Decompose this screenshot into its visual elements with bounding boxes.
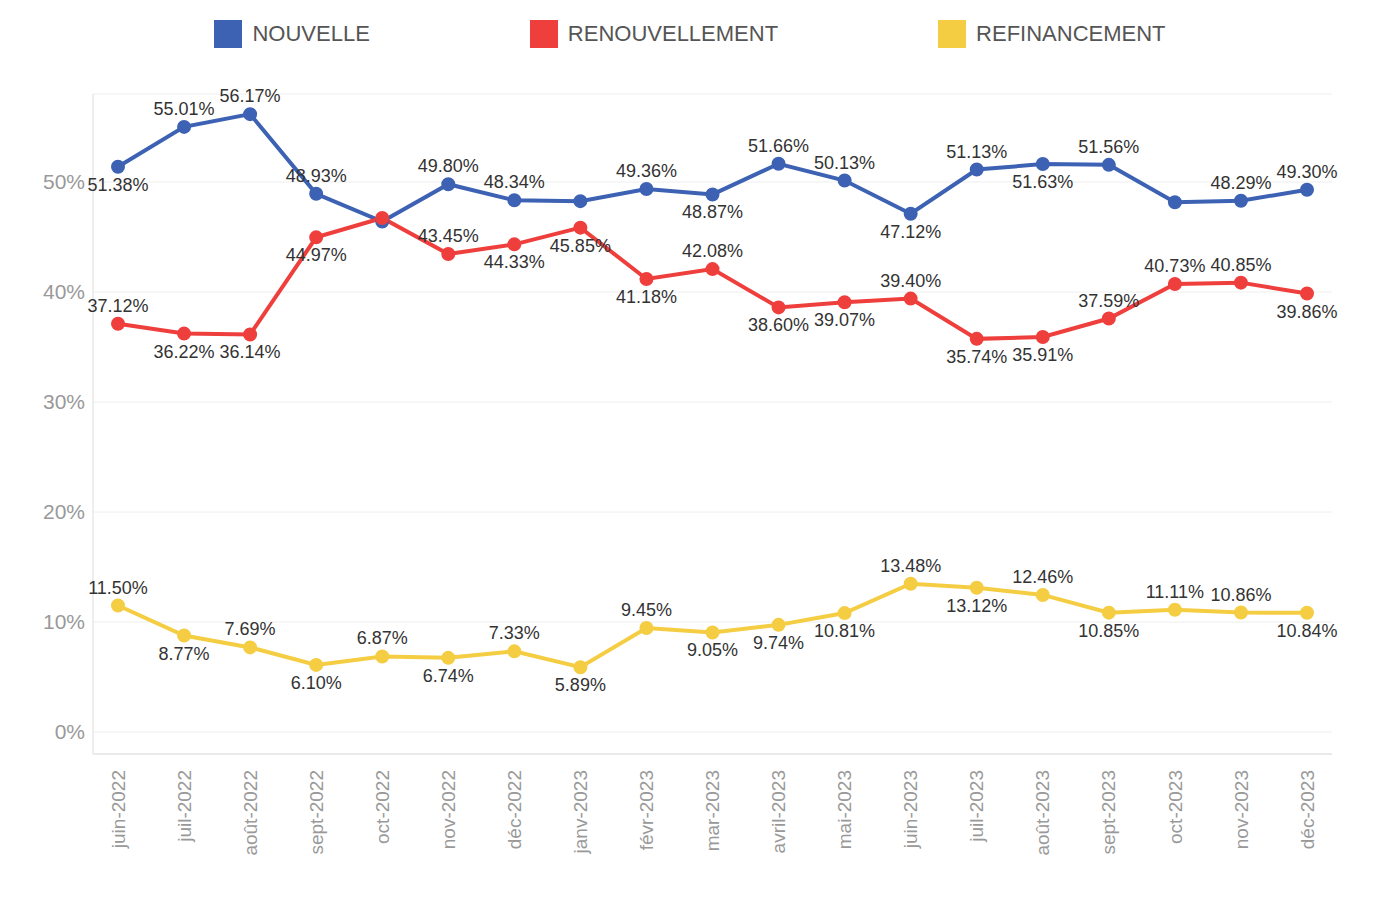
svg-text:40%: 40% bbox=[43, 280, 85, 303]
html-text:REFINANCEMENT: REFINANCEMENT bbox=[976, 21, 1166, 46]
svg-text:oct-2022: oct-2022 bbox=[372, 770, 393, 844]
svg-text:42.08%: 42.08% bbox=[682, 241, 743, 261]
svg-text:35.91%: 35.91% bbox=[1012, 345, 1073, 365]
svg-text:37.59%: 37.59% bbox=[1078, 291, 1139, 311]
svg-text:36.14%: 36.14% bbox=[220, 342, 281, 362]
svg-text:50%: 50% bbox=[43, 170, 85, 193]
svg-text:43.45%: 43.45% bbox=[418, 226, 479, 246]
svg-text:51.13%: 51.13% bbox=[946, 142, 1007, 162]
svg-text:5.89%: 5.89% bbox=[555, 675, 606, 695]
svg-text:49.80%: 49.80% bbox=[418, 156, 479, 176]
svg-text:36.22%: 36.22% bbox=[154, 342, 215, 362]
html-text:NOUVELLE: NOUVELLE bbox=[252, 21, 370, 46]
svg-text:51.66%: 51.66% bbox=[748, 136, 809, 156]
svg-text:38.60%: 38.60% bbox=[748, 315, 809, 335]
svg-text:9.45%: 9.45% bbox=[621, 600, 672, 620]
svg-text:12.46%: 12.46% bbox=[1012, 567, 1073, 587]
svg-text:40.85%: 40.85% bbox=[1210, 255, 1271, 275]
svg-text:49.36%: 49.36% bbox=[616, 161, 677, 181]
svg-text:août-2023: août-2023 bbox=[1032, 770, 1053, 856]
html-text:RENOUVELLEMENT: RENOUVELLEMENT bbox=[567, 21, 779, 46]
svg-text:déc-2022: déc-2022 bbox=[504, 770, 525, 849]
svg-text:10.84%: 10.84% bbox=[1276, 621, 1337, 641]
svg-text:févr-2023: févr-2023 bbox=[636, 770, 657, 850]
svg-text:49.30%: 49.30% bbox=[1276, 162, 1337, 182]
svg-text:7.69%: 7.69% bbox=[225, 619, 276, 639]
svg-text:sept-2022: sept-2022 bbox=[306, 770, 327, 855]
svg-text:45.85%: 45.85% bbox=[550, 236, 611, 256]
svg-text:10.85%: 10.85% bbox=[1078, 621, 1139, 641]
svg-text:39.07%: 39.07% bbox=[814, 310, 875, 330]
svg-text:48.93%: 48.93% bbox=[286, 166, 347, 186]
svg-text:8.77%: 8.77% bbox=[159, 644, 210, 664]
svg-text:41.18%: 41.18% bbox=[616, 287, 677, 307]
svg-text:48.34%: 48.34% bbox=[484, 172, 545, 192]
svg-text:6.10%: 6.10% bbox=[291, 673, 342, 693]
svg-text:mar-2023: mar-2023 bbox=[702, 770, 723, 851]
svg-text:nov-2023: nov-2023 bbox=[1231, 770, 1252, 849]
svg-text:35.74%: 35.74% bbox=[946, 347, 1007, 367]
svg-text:37.12%: 37.12% bbox=[87, 296, 148, 316]
svg-text:13.12%: 13.12% bbox=[946, 596, 1007, 616]
svg-text:9.05%: 9.05% bbox=[687, 640, 738, 660]
svg-text:40.73%: 40.73% bbox=[1144, 256, 1205, 276]
svg-text:9.74%: 9.74% bbox=[753, 633, 804, 653]
svg-text:juil-2022: juil-2022 bbox=[174, 770, 195, 843]
svg-text:juil-2023: juil-2023 bbox=[966, 770, 987, 843]
svg-text:0%: 0% bbox=[55, 720, 85, 743]
svg-text:10%: 10% bbox=[43, 610, 85, 633]
svg-text:50.13%: 50.13% bbox=[814, 153, 875, 173]
svg-text:10.81%: 10.81% bbox=[814, 621, 875, 641]
svg-text:7.33%: 7.33% bbox=[489, 623, 540, 643]
svg-text:47.12%: 47.12% bbox=[880, 222, 941, 242]
svg-text:déc-2023: déc-2023 bbox=[1297, 770, 1318, 849]
svg-text:11.50%: 11.50% bbox=[88, 578, 148, 598]
svg-text:13.48%: 13.48% bbox=[880, 556, 941, 576]
svg-text:30%: 30% bbox=[43, 390, 85, 413]
svg-text:56.17%: 56.17% bbox=[220, 86, 281, 106]
svg-text:51.63%: 51.63% bbox=[1012, 172, 1073, 192]
svg-text:nov-2022: nov-2022 bbox=[438, 770, 459, 849]
svg-text:48.87%: 48.87% bbox=[682, 202, 743, 222]
svg-text:sept-2023: sept-2023 bbox=[1098, 770, 1119, 855]
svg-text:39.40%: 39.40% bbox=[880, 271, 941, 291]
svg-text:6.87%: 6.87% bbox=[357, 628, 408, 648]
svg-text:39.86%: 39.86% bbox=[1276, 302, 1337, 322]
svg-text:juin-2022: juin-2022 bbox=[108, 770, 129, 849]
svg-text:20%: 20% bbox=[43, 500, 85, 523]
svg-text:44.97%: 44.97% bbox=[286, 245, 347, 265]
svg-text:mai-2023: mai-2023 bbox=[834, 770, 855, 849]
svg-text:janv-2023: janv-2023 bbox=[570, 770, 591, 854]
svg-text:6.74%: 6.74% bbox=[423, 666, 474, 686]
svg-text:51.56%: 51.56% bbox=[1078, 137, 1139, 157]
svg-text:44.33%: 44.33% bbox=[484, 252, 545, 272]
svg-text:août-2022: août-2022 bbox=[240, 770, 261, 856]
svg-text:avril-2023: avril-2023 bbox=[768, 770, 789, 853]
svg-text:oct-2023: oct-2023 bbox=[1165, 770, 1186, 844]
svg-text:11.11%: 11.11% bbox=[1146, 582, 1204, 602]
svg-text:51.38%: 51.38% bbox=[87, 175, 148, 195]
svg-text:55.01%: 55.01% bbox=[154, 99, 215, 119]
svg-text:10.86%: 10.86% bbox=[1210, 585, 1271, 605]
svg-text:juin-2023: juin-2023 bbox=[900, 770, 921, 849]
svg-text:48.29%: 48.29% bbox=[1210, 173, 1271, 193]
